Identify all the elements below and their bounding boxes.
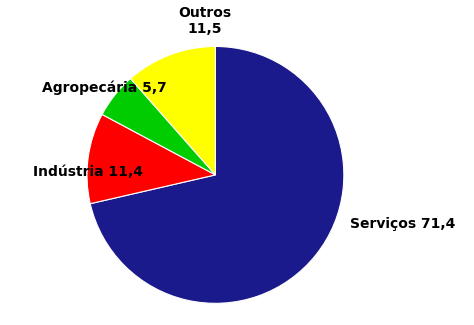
Text: Outros
11,5: Outros 11,5 <box>179 6 232 36</box>
Wedge shape <box>90 46 344 303</box>
Text: Agropecária 5,7: Agropecária 5,7 <box>42 80 167 95</box>
Text: Indústria 11,4: Indústria 11,4 <box>33 165 143 179</box>
Wedge shape <box>102 79 215 175</box>
Wedge shape <box>130 46 215 175</box>
Text: Serviços 71,4: Serviços 71,4 <box>350 217 456 231</box>
Wedge shape <box>87 114 215 204</box>
